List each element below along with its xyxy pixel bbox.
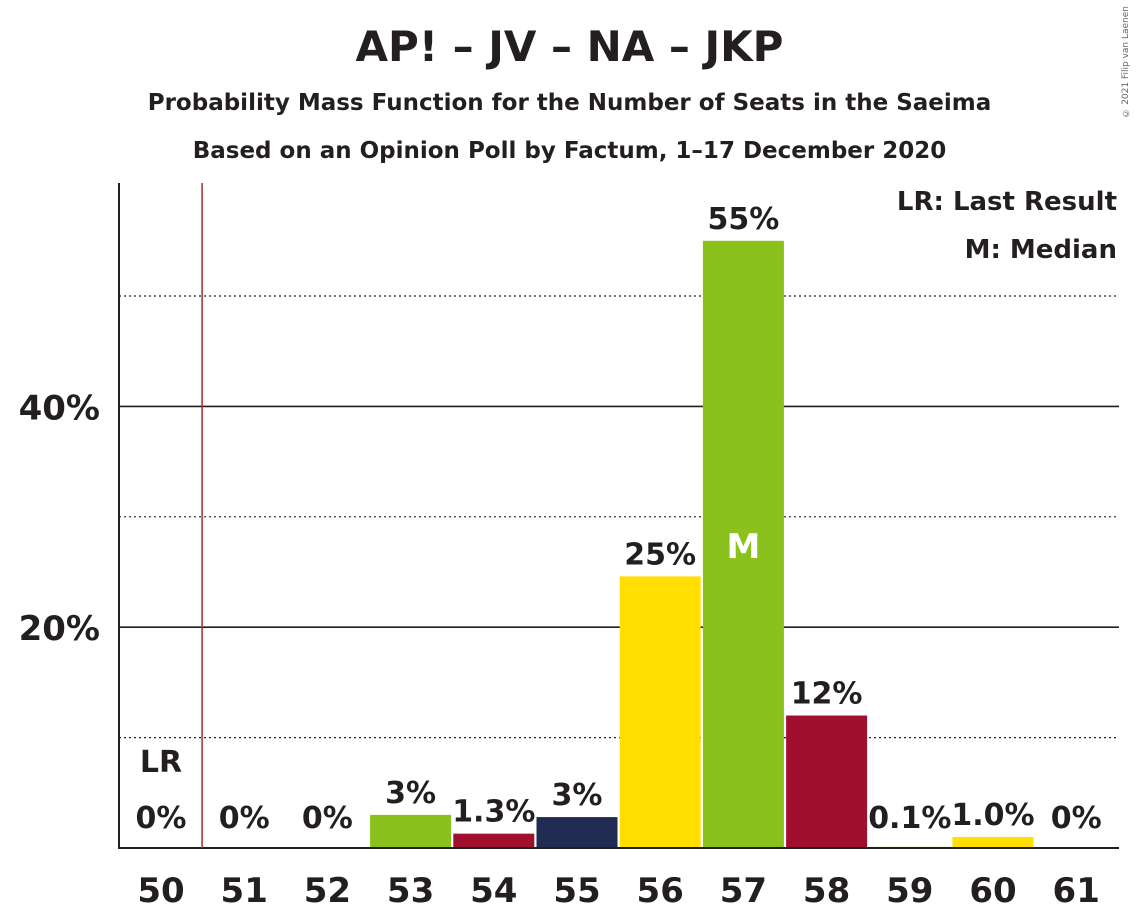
legend-entry: M: Median (965, 235, 1117, 265)
y-tick-label: 40% (19, 388, 100, 428)
x-tick-label: 58 (803, 871, 850, 911)
data-label: 0.1% (868, 801, 951, 836)
x-tick-label: 60 (969, 871, 1016, 911)
data-label: 25% (624, 537, 696, 572)
bar (619, 576, 701, 848)
x-tick-label: 53 (387, 871, 434, 911)
bar (453, 833, 535, 848)
bar (536, 817, 618, 848)
x-tick-label: 57 (720, 871, 767, 911)
x-tick-label: 59 (886, 871, 933, 911)
x-tick-label: 55 (553, 871, 600, 911)
bar (786, 715, 868, 848)
data-label: 0% (302, 801, 353, 836)
data-label: 3% (385, 776, 436, 811)
x-tick-label: 52 (304, 871, 351, 911)
y-tick-label: 20% (19, 609, 100, 649)
chart-subtitle: Probability Mass Function for the Number… (147, 90, 992, 116)
x-tick-label: 51 (221, 871, 268, 911)
x-tick-label: 61 (1053, 871, 1100, 911)
data-label: 1.0% (951, 798, 1034, 833)
bar (702, 240, 784, 849)
chart-subtitle-poll: Based on an Opinion Poll by Factum, 1–17… (192, 138, 947, 164)
data-label: 12% (791, 677, 863, 712)
x-tick-label: 56 (637, 871, 684, 911)
legend-entry: LR: Last Result (897, 187, 1117, 217)
bar (952, 836, 1034, 848)
last-result-marker: LR (140, 745, 182, 780)
x-tick-label: 54 (470, 871, 517, 911)
chart-title: AP! – JV – NA – JKP (355, 22, 784, 71)
median-marker: M (726, 527, 760, 567)
data-label: 0% (219, 801, 270, 836)
data-label: 55% (707, 202, 779, 237)
data-label: 0% (1051, 801, 1102, 836)
data-label: 0% (136, 801, 187, 836)
bar (370, 814, 452, 848)
data-label: 3% (552, 778, 603, 813)
data-label: 1.3% (452, 795, 535, 830)
x-tick-label: 50 (137, 871, 184, 911)
